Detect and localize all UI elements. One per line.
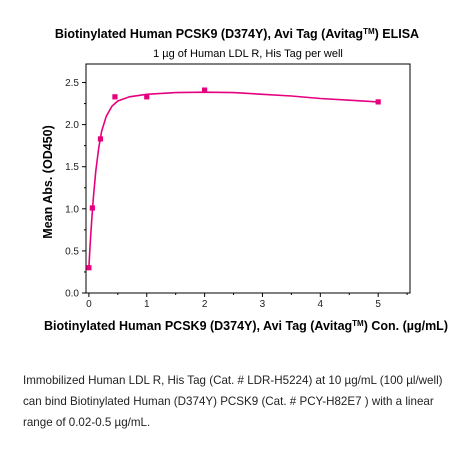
data-point [202,87,208,93]
caption-line-3: range of 0.02-0.5 µg/mL. [23,416,151,429]
chart-title: Biotinylated Human PCSK9 (D374Y), Avi Ta… [55,27,419,42]
data-point [97,136,104,142]
data-point [86,265,92,271]
y-tick-label: 2.0 [65,120,79,131]
plot-frame [85,63,411,294]
caption-line-2: can bind Biotinylated Human (D374Y) PCSK… [23,395,434,408]
figure-caption: Immobilized Human LDL R, His Tag (Cat. #… [23,370,463,433]
data-point [144,94,150,100]
caption-line-1: Immobilized Human LDL R, His Tag (Cat. #… [23,374,443,387]
chart-title-end: ) ELISA [375,27,419,41]
y-tick-label: 1.5 [65,162,79,173]
y-tick-label: 1.0 [65,204,79,215]
x-axis-label-sup: TM [352,319,364,328]
x-axis-label-end: ) Con. (µg/mL) [364,319,448,333]
chart-title-sup: TM [363,27,375,36]
x-tick-label: 2 [202,299,208,310]
data-point [112,94,118,100]
x-tick-label: 4 [318,299,324,310]
y-axis-label: Mean Abs. (OD450) [41,125,55,238]
y-tick-label: 0.5 [65,246,79,257]
x-axis-label: Biotinylated Human PCSK9 (D374Y), Avi Ta… [44,319,448,334]
x-tick-label: 0 [86,299,92,310]
x-axis-label-main: Biotinylated Human PCSK9 (D374Y), Avi Ta… [44,319,352,333]
data-point [375,99,381,105]
data-point [89,205,95,211]
y-tick-label: 2.5 [65,78,79,89]
chart-subtitle: 1 µg of Human LDL R, His Tag per well [153,48,343,60]
elisa-chart: Biotinylated Human PCSK9 (D374Y), Avi Ta… [41,27,448,334]
x-tick-label: 1 [144,299,150,310]
chart-title-main: Biotinylated Human PCSK9 (D374Y), Avi Ta… [55,27,363,41]
x-tick-label: 5 [375,299,381,310]
y-tick-label: 0.0 [65,289,79,300]
x-tick-label: 3 [260,299,266,310]
plot-area: 0.0 0.5 1.0 1.5 2.0 2.5 0 1 2 3 4 5 [65,63,411,310]
fit-curve-line [88,91,379,268]
